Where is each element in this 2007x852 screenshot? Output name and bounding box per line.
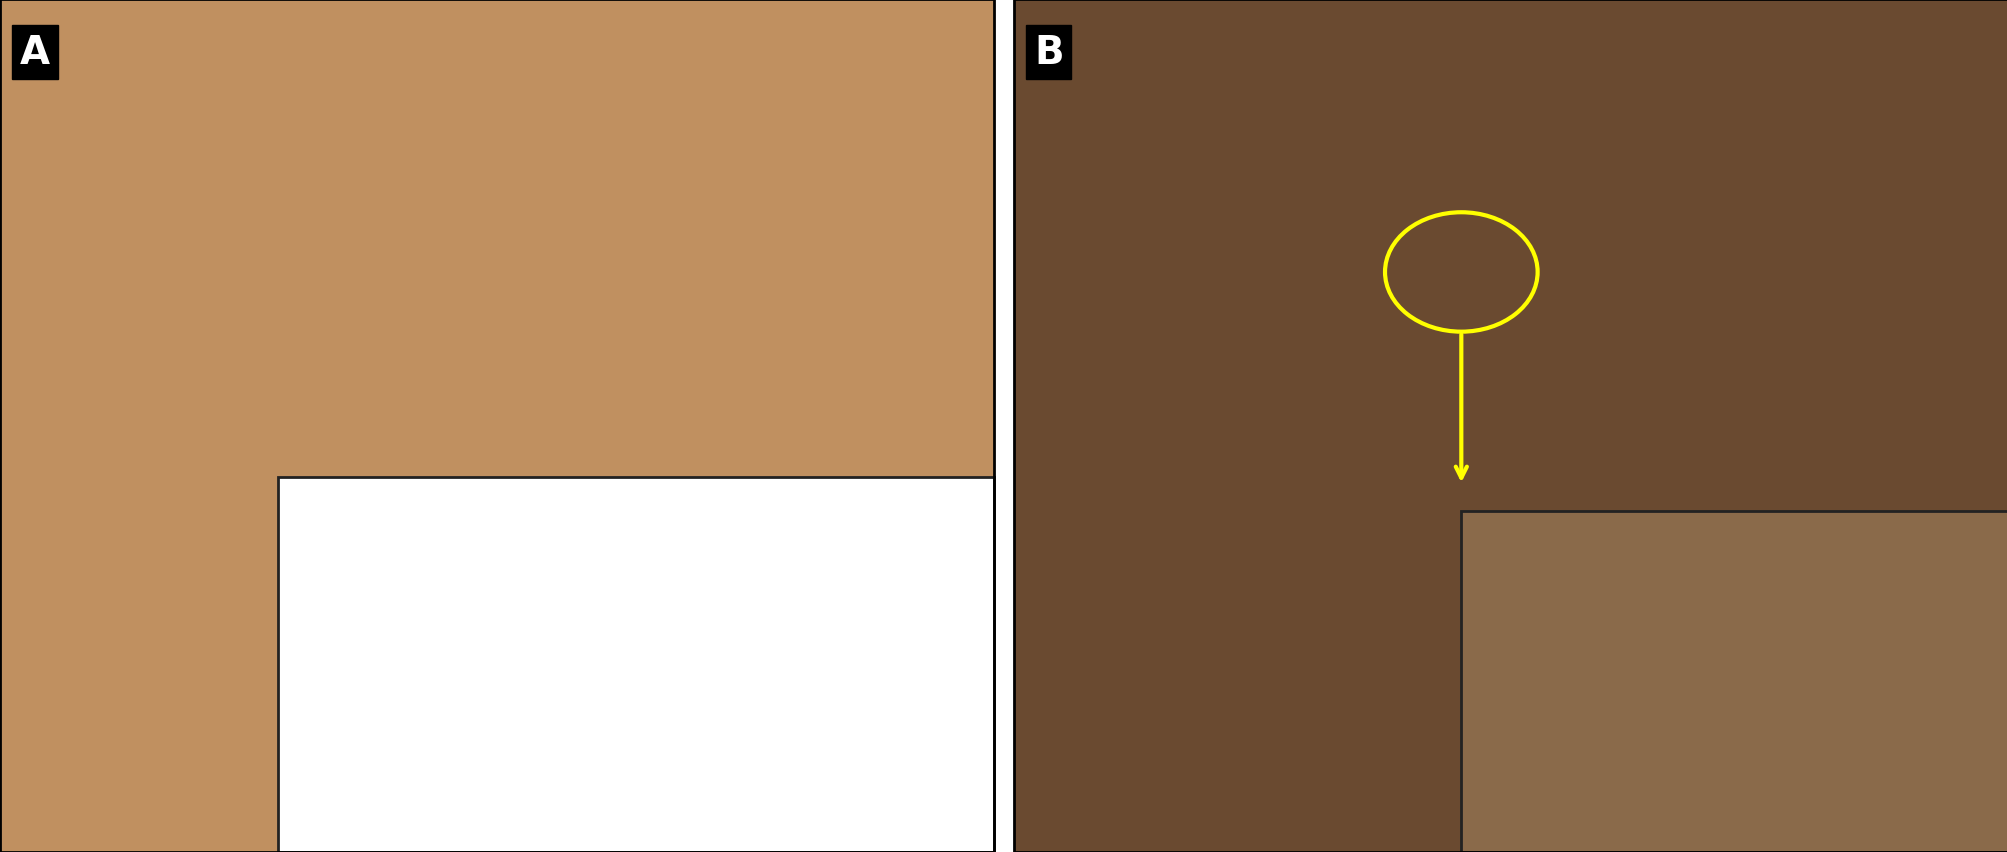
Bar <box>1014 0 2007 852</box>
Text: A: A <box>20 34 50 72</box>
FancyArrowPatch shape <box>1455 335 1467 478</box>
Bar <box>0 0 993 852</box>
Bar <box>1014 0 2007 852</box>
Text: B: B <box>1034 34 1064 72</box>
Bar <box>1461 511 2007 852</box>
Bar <box>279 477 993 852</box>
Bar <box>0 0 993 852</box>
